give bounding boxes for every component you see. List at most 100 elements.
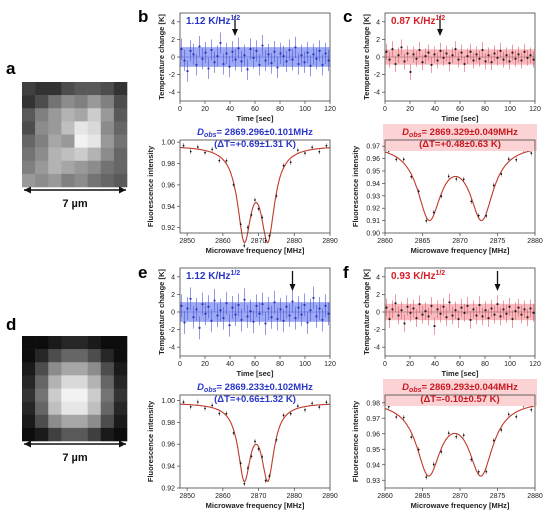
data-point	[180, 304, 183, 307]
data-point	[492, 184, 495, 187]
data-point	[511, 51, 514, 54]
data-point	[529, 54, 532, 57]
image-pixel	[100, 388, 115, 402]
data-point	[395, 158, 398, 161]
data-point	[232, 183, 235, 186]
image-pixel	[87, 375, 102, 389]
x-tick-label: 120	[529, 106, 541, 113]
data-point	[318, 406, 321, 408]
x-tick-label: 0	[178, 361, 182, 368]
dobs-symbol: D	[197, 127, 204, 138]
plot-frame	[179, 139, 331, 234]
data-point	[318, 150, 321, 153]
data-point	[270, 316, 273, 319]
y-tick-label: 0.93	[366, 478, 380, 485]
image-pixel	[22, 147, 36, 162]
data-point	[296, 405, 299, 408]
chart-b: 1.12 K/Hz1/2 0 20 40 60 80 100 120 -4 -2 0 2 4 Time […	[157, 12, 336, 123]
data-point	[430, 63, 433, 67]
data-point	[222, 62, 225, 66]
image-pixel	[35, 427, 49, 442]
y-tick-label: 0.90	[366, 231, 380, 238]
data-point	[321, 63, 324, 67]
panel-label-d: d	[6, 315, 16, 334]
image-pixel	[100, 147, 115, 162]
data-point	[508, 60, 511, 63]
data-point	[267, 307, 270, 310]
image-pixel	[100, 108, 115, 122]
data-point	[511, 317, 514, 321]
x-tick-label: 2870	[452, 493, 468, 500]
x-tick-label: 2860	[377, 238, 393, 245]
image-pixel	[74, 134, 88, 148]
data-point	[470, 458, 473, 461]
x-axis-label: Time [sec]	[237, 114, 274, 123]
x-tick-label: 100	[299, 361, 311, 368]
data-point	[447, 175, 450, 178]
data-point	[492, 439, 495, 442]
image-pixel	[22, 401, 36, 416]
data-point	[395, 416, 398, 418]
data-point	[462, 178, 465, 181]
image-pixel	[113, 349, 128, 363]
data-point	[397, 54, 400, 57]
data-point	[321, 318, 324, 322]
data-point	[445, 316, 448, 319]
data-point	[440, 450, 443, 453]
delta-t-label: (ΔT=+0.48±0.63 K)	[419, 139, 501, 150]
data-point	[249, 47, 252, 51]
image-pixel	[87, 401, 102, 416]
data-point	[520, 59, 523, 62]
plot-frame	[384, 394, 536, 489]
data-point	[250, 455, 253, 458]
image-pixel	[48, 362, 62, 376]
image-pixel	[100, 134, 115, 148]
data-point	[515, 415, 518, 418]
data-point	[225, 159, 228, 162]
data-point	[195, 308, 198, 311]
image-pixel	[100, 121, 115, 135]
data-point	[415, 317, 418, 320]
image-pixel	[113, 95, 128, 109]
dobs-label: Dobs= 2869.296±0.101MHz	[197, 127, 313, 139]
image-pixel	[61, 401, 75, 416]
x-tick-label: 2860	[215, 493, 231, 500]
image-pixel	[113, 82, 128, 96]
data-point	[472, 59, 475, 62]
noise-label: 1.12 K/Hz1/2	[186, 15, 240, 27]
data-point	[432, 211, 435, 214]
data-point	[288, 48, 291, 52]
data-point	[425, 219, 428, 222]
data-point	[507, 158, 510, 161]
image-pixel	[35, 121, 49, 135]
image-pixel	[74, 336, 88, 350]
image-pixel	[22, 108, 36, 122]
data-point	[182, 144, 185, 147]
image-pixel	[100, 160, 115, 175]
data-point	[529, 307, 532, 310]
image-pixel	[74, 388, 88, 402]
image-pixel	[48, 95, 62, 109]
x-tick-label: 40	[431, 361, 439, 368]
data-point	[264, 239, 267, 242]
data-point	[421, 313, 424, 316]
data-point	[257, 207, 260, 210]
image-pixel	[35, 388, 49, 402]
data-point	[448, 301, 451, 304]
data-point	[255, 49, 258, 52]
image-pixel	[74, 173, 88, 188]
data-point	[432, 463, 435, 466]
data-point	[282, 164, 285, 167]
x-tick-label: 2870	[251, 238, 267, 245]
data-point	[327, 59, 330, 62]
data-point	[270, 62, 273, 65]
data-point	[204, 407, 206, 410]
fluorescence-image-d	[22, 336, 128, 442]
x-tick-label: 2880	[527, 238, 543, 245]
data-point	[436, 308, 439, 311]
image-pixel	[61, 414, 75, 429]
scale-bar-d	[24, 440, 126, 448]
data-point	[291, 300, 294, 303]
image-pixel	[61, 375, 75, 389]
